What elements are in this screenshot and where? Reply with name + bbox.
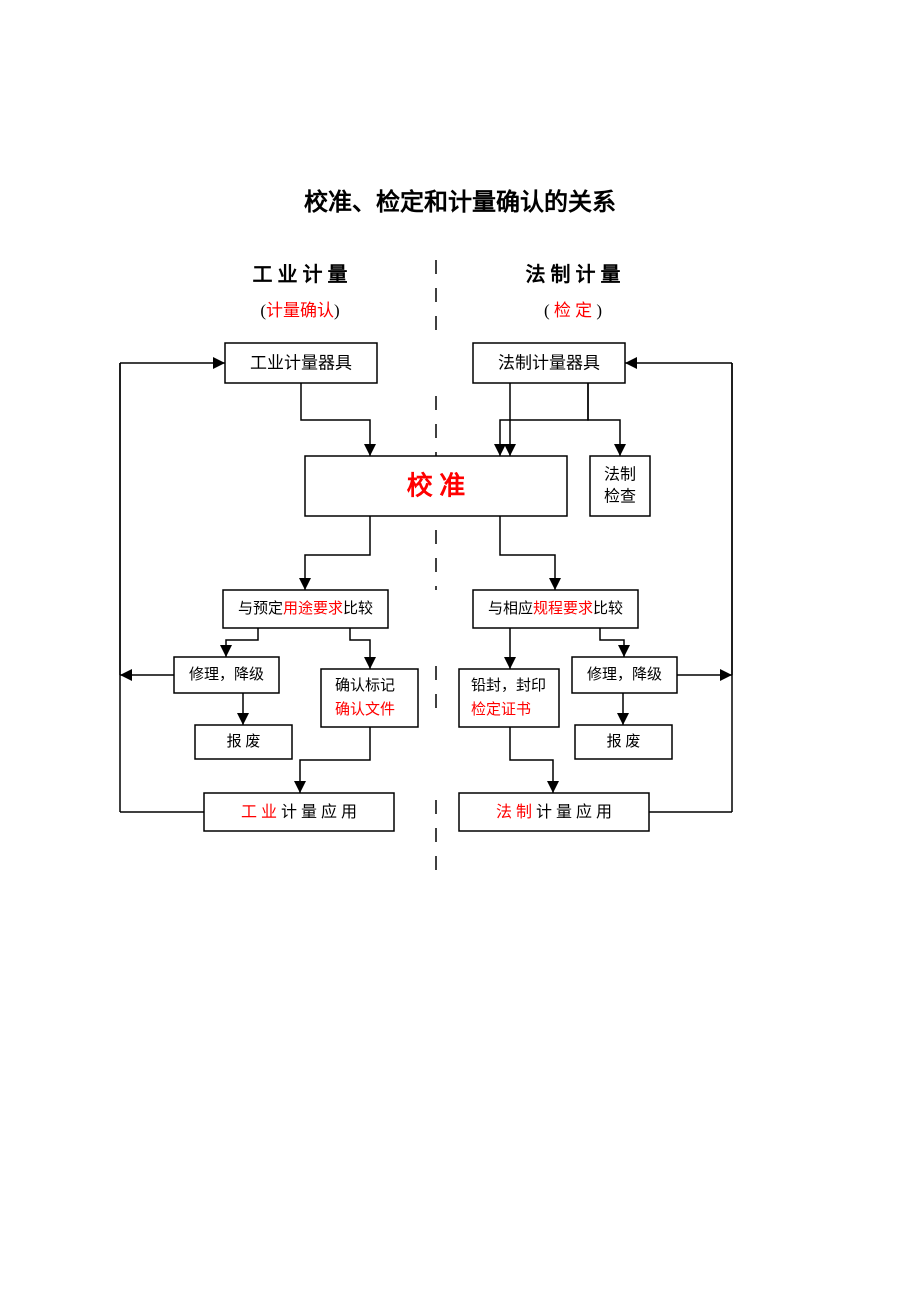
arrowhead-icon <box>220 645 232 657</box>
arrowhead-icon <box>120 669 132 681</box>
arrowhead-icon <box>299 578 311 590</box>
node-n_ind_inst-label: 工业计量器具 <box>250 354 352 373</box>
arrowhead-icon <box>504 657 516 669</box>
arrowhead-icon <box>625 357 637 369</box>
arrowhead-icon <box>494 444 506 456</box>
node-n_leg_inst-label: 法制计量器具 <box>498 354 600 373</box>
node-n_conf-line-1: 确认文件 <box>335 701 395 718</box>
edge <box>305 516 370 590</box>
edge <box>500 516 555 590</box>
node-n_conf-line-0: 确认标记 <box>335 677 395 694</box>
node-n_app_l-label: 工 业 计 量 应 用 <box>241 802 357 821</box>
arrowhead-icon <box>364 444 376 456</box>
arrowhead-icon <box>614 444 626 456</box>
arrowhead-icon <box>213 357 225 369</box>
arrowhead-icon <box>547 781 559 793</box>
node-n_leg_check-line-0: 法制 <box>604 466 636 484</box>
flowchart-diagram: 校准、检定和计量确认的关系工 业 计 量 (计量确认) 法 制 计 量 ( 检 定 )… <box>0 0 920 1302</box>
diagram-title: 校准、检定和计量确认的关系 <box>304 188 616 216</box>
node-n_leg_check-line-1: 检查 <box>604 488 636 506</box>
node-n_cmp_r-label: 与相应规程要求比较 <box>488 599 623 617</box>
node-n_scrap_l-label: 报 废 <box>227 733 261 750</box>
edge <box>226 628 258 657</box>
arrowhead-icon <box>364 657 376 669</box>
header-right-sub: ( 检 定 ) <box>544 301 602 320</box>
arrowhead-icon <box>617 713 629 725</box>
header-right-main: 法 制 计 量 <box>526 262 621 286</box>
arrowhead-icon <box>237 713 249 725</box>
node-n_app_r-label: 法 制 计 量 应 用 <box>496 802 612 821</box>
node-n_leg_check <box>590 456 650 516</box>
edge <box>301 383 370 456</box>
node-n_scrap_r-label: 报 废 <box>607 733 641 750</box>
arrowhead-icon <box>618 645 630 657</box>
header-left-main: 工 业 计 量 <box>253 263 348 286</box>
node-n_cmp_l-label: 与预定用途要求比较 <box>238 599 373 617</box>
arrowhead-icon <box>294 781 306 793</box>
arrowhead-icon <box>504 444 516 456</box>
node-n_seal-line-1: 检定证书 <box>471 701 531 718</box>
edge <box>600 628 624 657</box>
arrowhead-icon <box>720 669 732 681</box>
header-left-sub: (计量确认) <box>260 301 339 320</box>
node-n_seal-line-0: 铅封，封印 <box>471 677 546 694</box>
arrowhead-icon <box>549 578 561 590</box>
edge <box>300 727 370 793</box>
node-n_rep_r-label: 修理，降级 <box>587 666 662 683</box>
node-n_rep_l-label: 修理，降级 <box>189 666 264 683</box>
node-n_calib-label: 校 准 <box>407 471 466 501</box>
edge <box>510 727 553 793</box>
